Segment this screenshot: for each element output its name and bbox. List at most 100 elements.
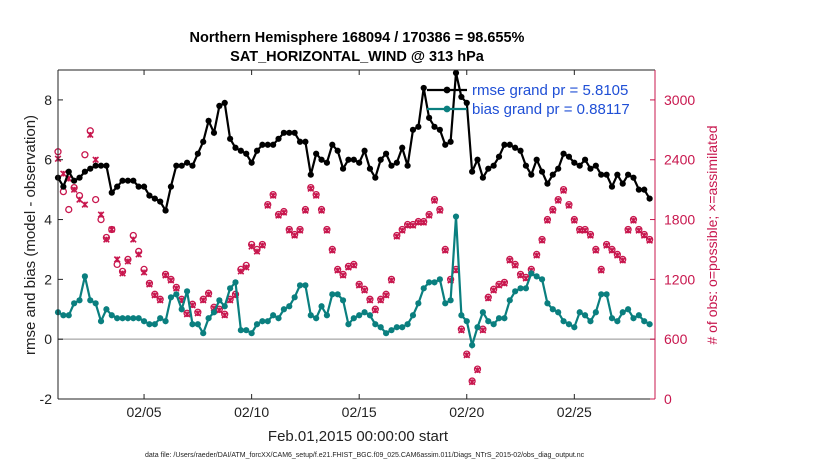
obs-assimilated-marker	[570, 217, 578, 224]
rmse-point	[248, 159, 255, 166]
bias-point	[431, 279, 438, 286]
rmse-point	[404, 162, 411, 169]
bias-point	[232, 279, 239, 286]
obs-assimilated-marker	[86, 131, 94, 139]
rmse-point	[334, 147, 341, 154]
rmse-point	[60, 183, 67, 190]
rmse-point	[178, 162, 185, 169]
obs-assimilated-marker	[619, 257, 627, 264]
obs-assimilated-marker	[156, 296, 164, 304]
obs-assimilated-marker	[404, 222, 411, 229]
rmse-point	[415, 123, 422, 130]
rmse-point	[130, 177, 137, 184]
obs-assimilated-marker	[549, 207, 557, 214]
obs-assimilated-marker	[495, 281, 503, 289]
bias-point	[135, 315, 142, 322]
obs-assimilated-marker	[414, 219, 422, 226]
rmse-point	[200, 138, 207, 145]
obs-assimilated-marker	[151, 291, 159, 299]
rmse-point	[259, 141, 266, 148]
y2-axis-label: # of obs: o=possible; ×=assimilated	[704, 125, 720, 344]
rmse-point	[571, 159, 578, 166]
obs-assimilated-marker	[587, 232, 594, 239]
obs-assimilated-marker	[506, 257, 514, 264]
bias-point	[393, 324, 400, 331]
bias-point	[452, 213, 460, 220]
rmse-point	[146, 192, 153, 199]
obs-assimilated-marker	[269, 192, 277, 199]
rmse-point	[485, 165, 492, 172]
obs-assimilated-marker	[296, 227, 304, 234]
bias-point	[372, 321, 379, 328]
rmse-point	[286, 129, 293, 136]
rmse-point	[495, 153, 503, 160]
bias-point	[608, 315, 616, 322]
bias-point	[313, 315, 320, 322]
obs-assimilated-marker	[312, 192, 320, 199]
bias-point	[630, 315, 637, 322]
rmse-point	[592, 162, 599, 169]
obs-assimilated-marker	[377, 296, 385, 304]
bias-point	[635, 312, 642, 319]
rmse-point	[576, 162, 583, 169]
rmse-point	[237, 147, 244, 154]
bias-point	[189, 321, 196, 328]
bias-point	[157, 315, 164, 322]
obs-assimilated-marker	[533, 252, 541, 259]
rmse-point	[307, 171, 314, 178]
obs-assimilated-marker	[81, 201, 89, 208]
obs-assimilated-marker	[129, 236, 137, 243]
rmse-point	[426, 114, 433, 121]
bias-point	[296, 282, 304, 289]
y2-tick-label: 1200	[664, 271, 695, 287]
bias-point	[522, 285, 530, 292]
obs-assimilated-marker	[318, 207, 325, 214]
obs-assimilated-marker	[97, 211, 105, 218]
y-tick-label: 6	[44, 152, 52, 168]
bias-point	[533, 273, 540, 280]
rmse-point	[92, 162, 99, 169]
bias-point	[76, 297, 83, 304]
obs-assimilated-marker	[92, 156, 100, 164]
rmse-point	[512, 144, 519, 151]
rmse-point	[377, 156, 384, 163]
obs-assimilated-marker	[624, 227, 632, 234]
bias-point	[581, 312, 589, 319]
rmse-point	[447, 138, 454, 145]
obs-assimilated-marker	[361, 286, 368, 294]
bias-point	[474, 324, 481, 331]
rmse-point	[479, 174, 486, 181]
rmse-point	[167, 183, 175, 190]
bias-point	[124, 315, 132, 322]
rmse-point	[280, 129, 287, 136]
obs-assimilated-marker	[597, 267, 605, 274]
bias-point	[442, 300, 449, 307]
obs-assimilated-marker	[603, 242, 610, 249]
rmse-point	[560, 150, 567, 157]
bias-point	[97, 318, 105, 325]
bias-point	[361, 309, 368, 316]
bias-point	[270, 312, 277, 319]
bias-point	[264, 318, 271, 325]
bias-point	[146, 321, 153, 328]
obs-assimilated-marker	[259, 242, 266, 249]
obs-possible-marker	[65, 205, 73, 214]
bias-point	[479, 309, 486, 316]
rmse-point	[318, 156, 325, 163]
rmse-point	[124, 177, 132, 184]
bias-point	[291, 294, 298, 301]
bias-point	[221, 303, 228, 310]
obs-assimilated-marker	[538, 237, 546, 244]
bias-point	[538, 276, 546, 283]
bias-point	[619, 309, 626, 316]
bias-point	[544, 300, 551, 307]
rmse-point	[350, 156, 357, 163]
obs-assimilated-marker	[140, 269, 148, 276]
rmse-point	[382, 150, 390, 157]
rmse-point	[76, 174, 83, 181]
bias-point	[463, 318, 470, 325]
bias-point	[329, 291, 336, 298]
bias-point	[216, 297, 223, 304]
bias-point	[409, 312, 417, 319]
